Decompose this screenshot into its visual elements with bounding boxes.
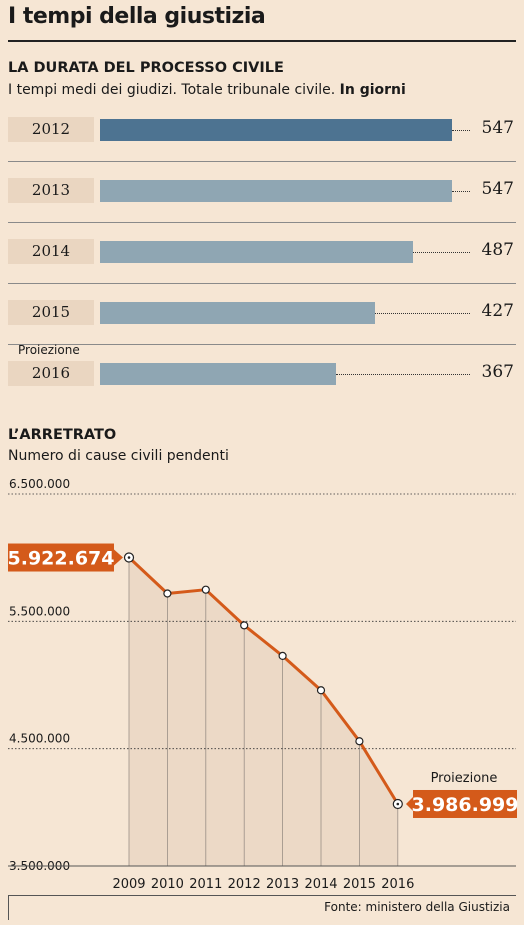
point-2013 bbox=[278, 651, 287, 660]
bar-value-2012: 547 bbox=[481, 118, 514, 138]
y-tick-label-0: 6.500.000 bbox=[9, 477, 70, 491]
first-value-badge bbox=[8, 543, 114, 572]
point-center-2016 bbox=[396, 802, 400, 806]
x-tick-label-2014: 2014 bbox=[304, 877, 337, 892]
point-2015 bbox=[355, 737, 364, 746]
bar-year-label-2012: 2012 bbox=[8, 117, 94, 142]
section1-subtitle-bold: In giorni bbox=[339, 82, 406, 98]
bar-year-label-2015: 2015 bbox=[8, 300, 94, 325]
point-2012 bbox=[240, 621, 249, 630]
bar-leader-2016 bbox=[336, 374, 470, 375]
x-tick-label-2010: 2010 bbox=[151, 877, 184, 892]
x-tick-label-2016: 2016 bbox=[381, 877, 414, 892]
bar-year-label-2013: 2013 bbox=[8, 178, 94, 203]
bar-leader-2015 bbox=[375, 313, 470, 314]
bar-year-label-2016: 2016 bbox=[8, 361, 94, 386]
point-2014 bbox=[316, 686, 326, 695]
bar-value-2014: 487 bbox=[481, 240, 514, 260]
title-rule bbox=[8, 40, 516, 42]
footer-left-rule bbox=[8, 895, 9, 920]
bar-value-2013: 547 bbox=[481, 179, 514, 199]
x-tick-label-2013: 2013 bbox=[266, 877, 299, 892]
first-value-badge-pointer bbox=[114, 549, 123, 566]
section2-subtitle: Numero di cause civili pendenti bbox=[8, 448, 229, 464]
bar-leader-2013 bbox=[452, 191, 470, 192]
point-2010 bbox=[163, 589, 172, 598]
bar-leader-2014 bbox=[413, 252, 470, 253]
last-value-label: 3.986.999 bbox=[412, 794, 519, 816]
last-value-badge bbox=[413, 789, 517, 818]
area-projection-label: Proiezione bbox=[431, 771, 498, 786]
first-value-label: 5.922.674 bbox=[8, 548, 115, 570]
point-2011 bbox=[201, 585, 210, 594]
series-line bbox=[127, 556, 400, 805]
y-tick-label-2: 4.500.000 bbox=[9, 732, 70, 746]
area-fill bbox=[129, 557, 398, 866]
bar-row-2014: 2014 487 bbox=[0, 227, 524, 289]
bar-2013 bbox=[100, 180, 452, 202]
source-note: Fonte: ministero della Giustizia bbox=[324, 900, 510, 914]
last-value-badge-pointer bbox=[406, 795, 414, 812]
bar-2015 bbox=[100, 302, 375, 324]
bar-row-2012: 2012 547 bbox=[0, 105, 524, 167]
section2-title: L’ARRETRATO bbox=[8, 427, 117, 443]
bar-2012 bbox=[100, 119, 452, 141]
bar-row-2013: 2013 547 bbox=[0, 166, 524, 228]
bar-year-label-2014: 2014 bbox=[8, 239, 94, 264]
point-center-2009 bbox=[127, 556, 131, 559]
footer-rule bbox=[8, 895, 516, 896]
x-tick-label-2012: 2012 bbox=[228, 877, 261, 892]
page-title: I tempi della giustizia bbox=[8, 4, 266, 29]
bar-row-separator bbox=[8, 344, 516, 345]
x-tick-label-2011: 2011 bbox=[189, 877, 222, 892]
bar-projection-label: Proiezione bbox=[18, 343, 80, 357]
bar-row-2016: 2016 367 Proiezione bbox=[0, 343, 524, 411]
bar-row-separator bbox=[8, 161, 516, 162]
bar-value-2016: 367 bbox=[481, 362, 514, 382]
bar-2014 bbox=[100, 241, 413, 263]
section1-title: LA DURATA DEL PROCESSO CIVILE bbox=[8, 60, 284, 76]
bar-row-separator bbox=[8, 283, 516, 284]
x-tick-label-2015: 2015 bbox=[343, 877, 376, 892]
backlog-area-chart: 6.500.0005.500.0004.500.0003.500.0002009… bbox=[8, 477, 519, 892]
x-tick-label-2009: 2009 bbox=[112, 877, 145, 892]
section1-subtitle-plain: I tempi medi dei giudizi. Totale tribuna… bbox=[8, 82, 340, 98]
bar-leader-2012 bbox=[452, 130, 470, 131]
y-tick-label-1: 5.500.000 bbox=[9, 604, 70, 618]
bar-row-2015: 2015 427 bbox=[0, 288, 524, 350]
section1-subtitle: I tempi medi dei giudizi. Totale tribuna… bbox=[8, 82, 406, 98]
bar-value-2015: 427 bbox=[481, 301, 514, 321]
bar-row-separator bbox=[8, 222, 516, 223]
bar-2016 bbox=[100, 363, 336, 385]
